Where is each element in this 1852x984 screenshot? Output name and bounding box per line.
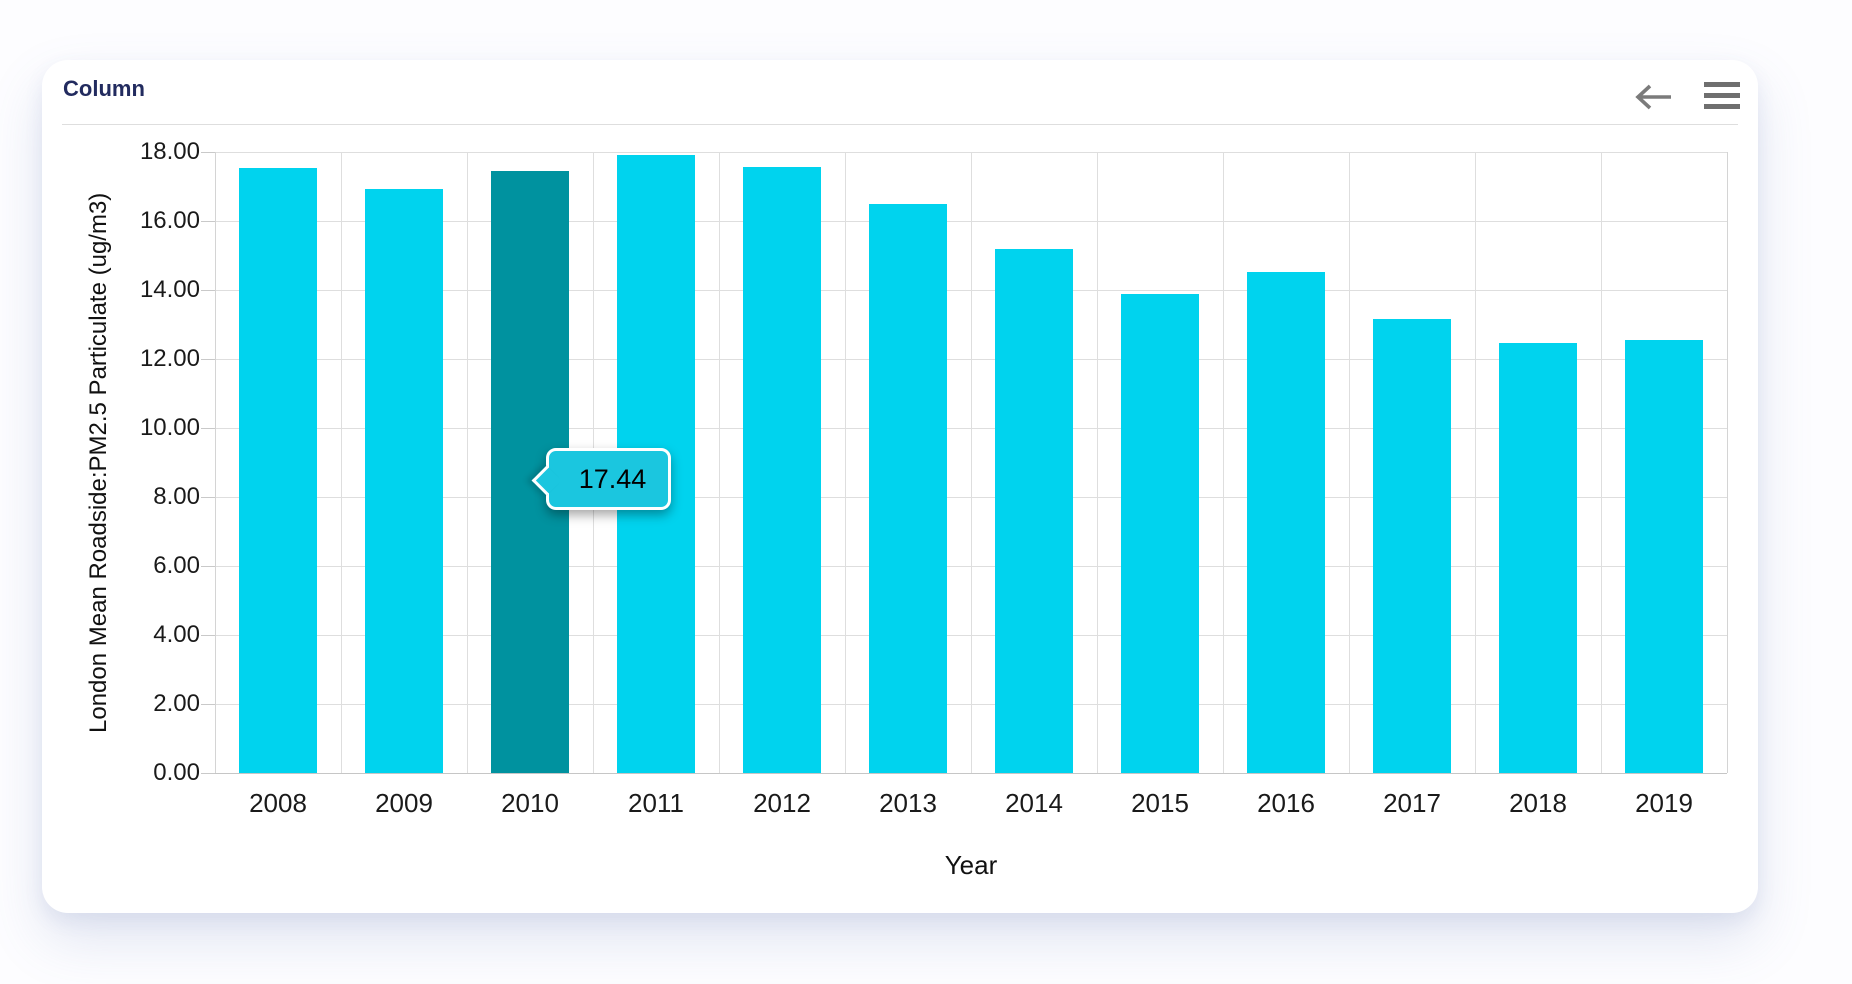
- y-axis-tick: [201, 152, 215, 153]
- v-gridline: [215, 152, 216, 773]
- x-tick-label: 2015: [1131, 788, 1189, 818]
- x-tick-label: 2014: [1005, 788, 1063, 818]
- x-axis-labels: 2008 2009 2010 2011 2012 2013 2014 2015 2016 2017…: [215, 788, 1727, 822]
- v-gridline: [719, 152, 720, 773]
- y-tick-label: 14.00: [139, 276, 200, 303]
- y-axis-tick: [201, 428, 215, 429]
- y-axis-tick: [201, 290, 215, 291]
- v-gridline: [1223, 152, 1224, 773]
- y-tick-label: 16.00: [139, 207, 200, 234]
- y-tick-label: 8.00: [153, 483, 200, 510]
- y-tick-label: 6.00: [153, 552, 200, 579]
- y-tick-label: 10.00: [139, 414, 200, 441]
- x-tick-label: 2019: [1635, 788, 1693, 818]
- x-tick-label: 2008: [249, 788, 307, 818]
- back-arrow-icon: [1632, 84, 1674, 116]
- v-gridline: [1349, 152, 1350, 773]
- y-axis-tick: [201, 704, 215, 705]
- bar-2012[interactable]: [743, 167, 821, 773]
- y-axis-tick: [201, 773, 215, 774]
- bar-2016[interactable]: [1247, 272, 1325, 773]
- x-tick-label: 2017: [1383, 788, 1441, 818]
- menu-button[interactable]: [1704, 82, 1740, 109]
- bar-2009[interactable]: [365, 189, 443, 773]
- y-tick-label: 0.00: [153, 759, 200, 786]
- x-tick-label: 2018: [1509, 788, 1567, 818]
- bar-2015[interactable]: [1121, 294, 1199, 773]
- v-gridline: [971, 152, 972, 773]
- y-tick-label: 2.00: [153, 690, 200, 717]
- bar-2013[interactable]: [869, 204, 947, 773]
- y-axis-tick: [201, 497, 215, 498]
- v-gridline: [1601, 152, 1602, 773]
- y-axis-tick: [201, 566, 215, 567]
- v-gridline: [1727, 152, 1728, 773]
- v-gridline: [1475, 152, 1476, 773]
- card-title: Column: [63, 76, 145, 101]
- y-axis-tick: [201, 635, 215, 636]
- chart-card: Column London Mean Roadside:PM2.5 Partic…: [42, 60, 1758, 913]
- y-axis-tick: [201, 221, 215, 222]
- header-divider: [62, 124, 1738, 125]
- bar-2008[interactable]: [239, 168, 317, 773]
- v-gridline: [467, 152, 468, 773]
- x-axis-title: Year: [944, 850, 998, 880]
- bar-2017[interactable]: [1373, 319, 1451, 773]
- back-button[interactable]: [1632, 82, 1674, 112]
- y-axis-tick: [201, 359, 215, 360]
- x-tick-label: 2013: [879, 788, 937, 818]
- bar-2019[interactable]: [1625, 340, 1703, 773]
- bar-2018[interactable]: [1499, 343, 1577, 773]
- value-tooltip: 17.44: [531, 448, 671, 510]
- x-tick-label: 2011: [628, 788, 684, 818]
- tooltip-value: 17.44: [578, 463, 647, 494]
- v-gridline: [845, 152, 846, 773]
- v-gridline: [341, 152, 342, 773]
- x-tick-label: 2016: [1257, 788, 1315, 818]
- bar-2014[interactable]: [995, 249, 1073, 773]
- v-gridline: [1097, 152, 1098, 773]
- y-tick-label: 4.00: [153, 621, 200, 648]
- y-tick-label: 12.00: [139, 345, 200, 372]
- x-tick-label: 2010: [501, 788, 559, 818]
- h-gridline: [215, 773, 1727, 774]
- x-tick-label: 2009: [375, 788, 433, 818]
- y-tick-label: 18.00: [139, 138, 200, 165]
- y-axis-labels: 18.00 16.00 14.00 12.00 10.00 8.00 6.00 4.00 2.0…: [105, 139, 200, 786]
- plot-area: 17.44: [201, 152, 1728, 774]
- x-tick-label: 2012: [753, 788, 811, 818]
